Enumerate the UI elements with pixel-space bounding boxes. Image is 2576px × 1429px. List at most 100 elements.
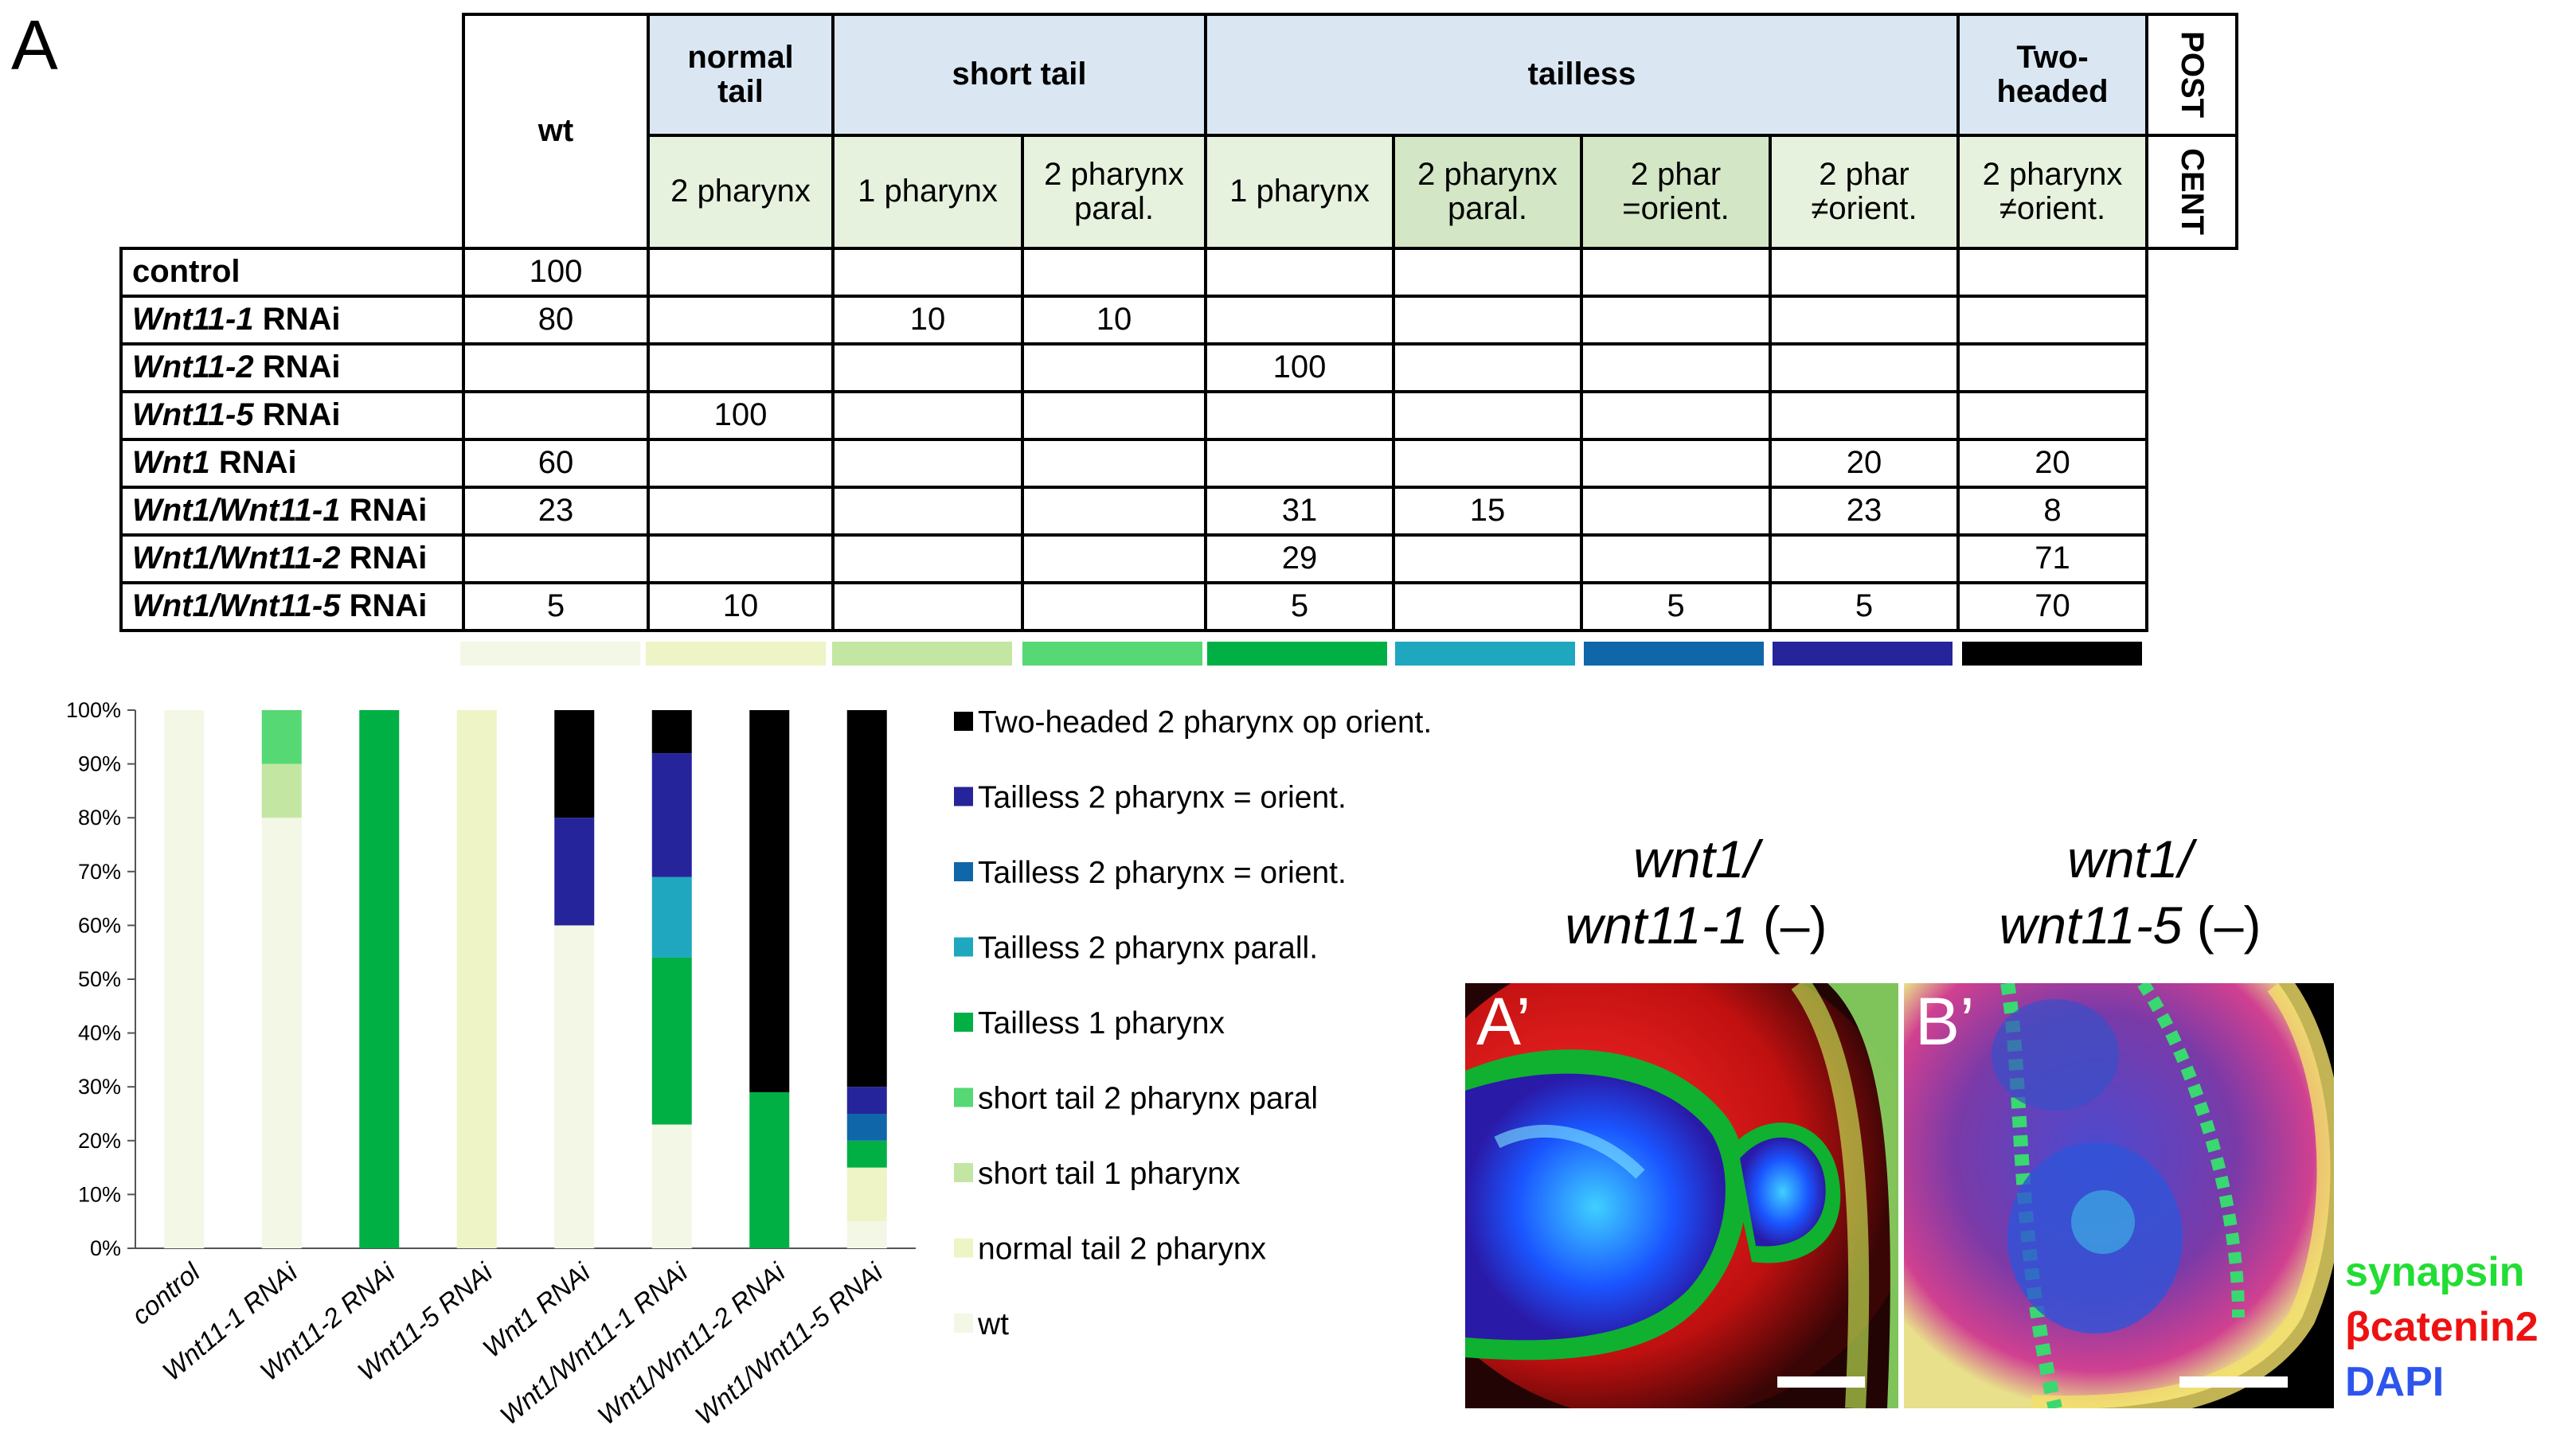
- table-cell: 100: [647, 390, 835, 441]
- bar-segment: [846, 710, 887, 1087]
- table-cell: [1021, 342, 1207, 393]
- table-cell: 10: [831, 295, 1024, 346]
- color-key-bar: [460, 642, 640, 666]
- table-cell: [831, 533, 1024, 584]
- table-cell: 100: [1204, 342, 1395, 393]
- micrograph-b-label: B’: [1915, 984, 1975, 1059]
- wt-header: wt: [462, 13, 650, 250]
- micrograph-b-image: [1904, 983, 2334, 1408]
- row-label: Wnt1/Wnt11-1 RNAi: [119, 486, 465, 537]
- subheader: 2 phar ≠orient.: [1769, 134, 1960, 250]
- table-cell: [1956, 295, 2148, 346]
- subheader: 1 pharynx: [1204, 134, 1395, 250]
- table-cell: [1769, 247, 1960, 298]
- table-cell: 80: [462, 295, 650, 346]
- legend-entry: Tailless 2 pharynx = orient.: [978, 856, 1347, 890]
- table-cell: [1392, 533, 1583, 584]
- x-tick-label: control: [126, 1256, 206, 1330]
- table-cell: [647, 486, 835, 537]
- table-cell: [831, 390, 1024, 441]
- table-cell: [1580, 342, 1772, 393]
- legend-entry: wt: [977, 1307, 1009, 1341]
- legend-entry: Tailless 2 pharynx parall.: [978, 931, 1318, 966]
- legend-swatch: [954, 937, 973, 957]
- row-label: Wnt1 RNAi: [119, 438, 465, 489]
- y-tick-label: 50%: [78, 967, 121, 991]
- table-cell: [647, 533, 835, 584]
- table-cell: 15: [1392, 486, 1583, 537]
- subheader: 2 pharynx paral.: [1021, 134, 1207, 250]
- table-cell: [1392, 247, 1583, 298]
- table-cell: [462, 342, 650, 393]
- table-cell: 23: [462, 486, 650, 537]
- subheader: 2 phar =orient.: [1580, 134, 1772, 250]
- bar-segment: [456, 710, 497, 1248]
- table-cell: 100: [462, 247, 650, 298]
- legend-swatch: [954, 1314, 973, 1333]
- row-label: control: [119, 247, 465, 298]
- table-cell: 20: [1769, 438, 1960, 489]
- table-cell: [831, 247, 1024, 298]
- table-row: Wnt11-2 RNAi 100: [119, 342, 2237, 393]
- bar-segment: [554, 710, 595, 818]
- bar-segment: [554, 818, 595, 926]
- color-key-bar: [1395, 642, 1575, 666]
- table-cell: [1580, 486, 1772, 537]
- table-cell: 10: [647, 581, 835, 632]
- table-cell: [1392, 295, 1583, 346]
- group-tailless: tailless: [1204, 13, 1960, 137]
- table-cell: [1769, 342, 1960, 393]
- scale-bar: [1777, 1376, 1865, 1388]
- table-cell: [1580, 295, 1772, 346]
- scale-bar: [2179, 1376, 2288, 1388]
- table-cell: 5: [1769, 581, 1960, 632]
- y-tick-label: 100%: [66, 698, 121, 722]
- micrograph-a-image: [1465, 983, 1898, 1408]
- table-cell: 70: [1956, 581, 2148, 632]
- y-tick-label: 70%: [78, 860, 121, 884]
- legend-swatch: [954, 787, 973, 806]
- y-tick-label: 0%: [90, 1236, 121, 1260]
- y-tick-label: 40%: [78, 1021, 121, 1045]
- table-cell: 5: [462, 581, 650, 632]
- table-cell: [647, 295, 835, 346]
- table-cell: [831, 581, 1024, 632]
- color-key-bar: [1962, 642, 2142, 666]
- subheader: 2 pharynx paral.: [1392, 134, 1583, 250]
- bar-segment: [261, 763, 302, 818]
- table-cell: 5: [1580, 581, 1772, 632]
- bar-segment: [651, 877, 692, 958]
- table-row: Wnt11-1 RNAi 80 10 10: [119, 295, 2237, 346]
- table-cell: 31: [1204, 486, 1395, 537]
- table-cell: [1021, 581, 1207, 632]
- legend-swatch: [954, 862, 973, 881]
- table-cell: [1769, 533, 1960, 584]
- bar-segment: [359, 710, 400, 1248]
- subheader: 2 pharynx: [647, 134, 835, 250]
- subheader: 2 pharynx ≠orient.: [1956, 134, 2148, 250]
- color-key-bar: [646, 642, 826, 666]
- table-cell: [1580, 533, 1772, 584]
- table-cell: [1204, 390, 1395, 441]
- table-cell: [1021, 438, 1207, 489]
- x-tick-label: Wnt1/Wnt11-2 RNAi: [592, 1256, 792, 1429]
- legend-entry: short tail 1 pharynx: [978, 1157, 1241, 1191]
- y-tick-label: 10%: [78, 1182, 121, 1206]
- group-normal-tail: normal tail: [647, 13, 835, 137]
- table-cell: [647, 342, 835, 393]
- row-label: Wnt1/Wnt11-2 RNAi: [119, 533, 465, 584]
- table-cell: [1021, 390, 1207, 441]
- table-cell: [1392, 581, 1583, 632]
- table-cell: [1769, 295, 1960, 346]
- stain-synapsin: synapsin: [2345, 1249, 2525, 1295]
- cent-label: CENT: [2145, 134, 2238, 250]
- table-cell: [1021, 247, 1207, 298]
- table-row: Wnt1/Wnt11-1 RNAi 23 31 15 23 8: [119, 486, 2237, 537]
- bar-segment: [846, 1167, 887, 1222]
- color-key-bar: [1584, 642, 1764, 666]
- table-cell: [1769, 390, 1960, 441]
- table-row: Wnt1/Wnt11-2 RNAi 29 71: [119, 533, 2237, 584]
- micrograph-a: A’: [1465, 983, 1898, 1408]
- table-row: Wnt11-5 RNAi 100: [119, 390, 2237, 441]
- legend-swatch: [954, 1013, 973, 1032]
